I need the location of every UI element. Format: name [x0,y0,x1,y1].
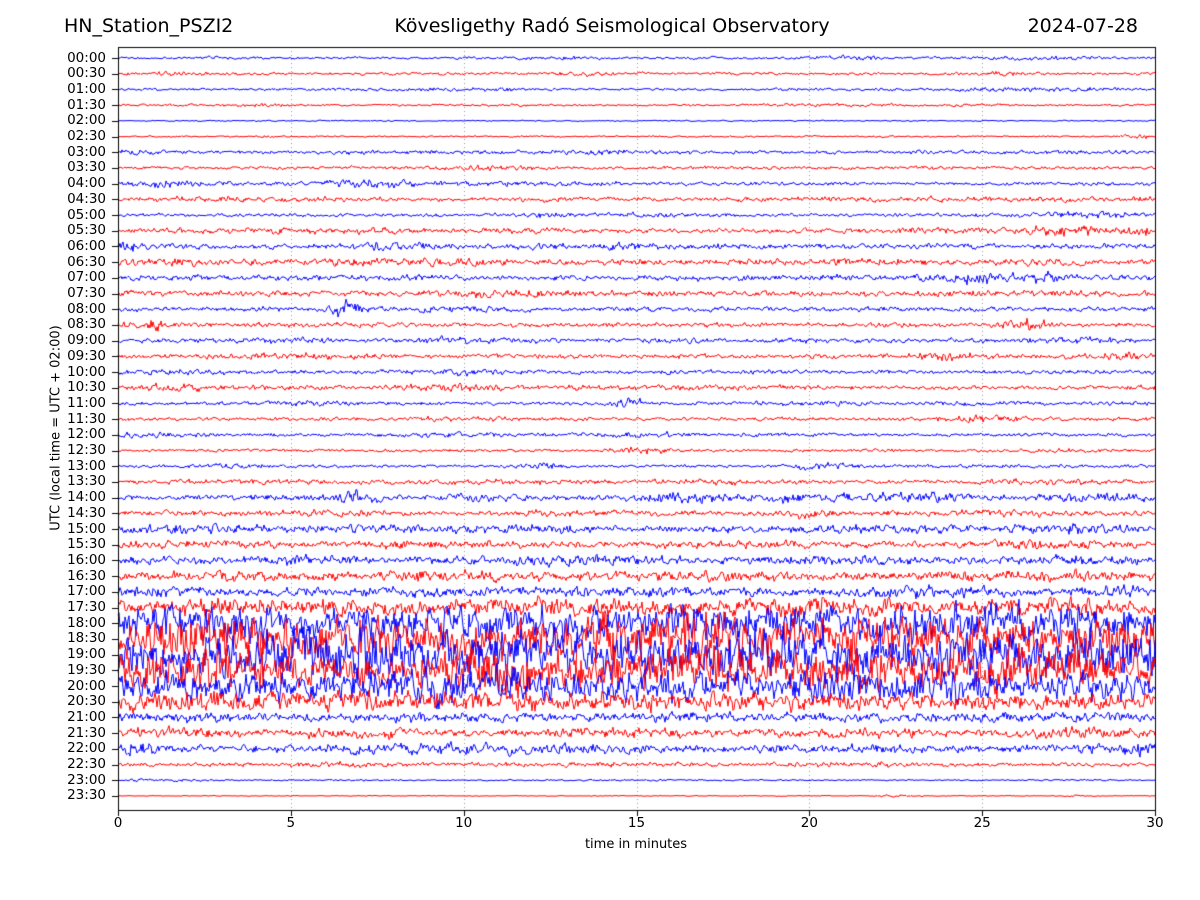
row-time-label: 21:30 [67,724,106,741]
row-time-label: 16:00 [67,551,106,568]
row-time-label: 06:30 [67,253,106,270]
minute-tick-label: 5 [286,815,296,831]
row-time-label: 00:00 [67,49,106,66]
row-time-label: 19:30 [67,661,106,678]
row-time-label: 03:00 [67,143,106,160]
row-time-label: 02:30 [67,128,106,144]
row-time-label: 07:30 [67,285,106,301]
row-time-label: 20:30 [67,693,106,710]
row-time-label: 02:00 [67,112,106,129]
row-time-label: 17:00 [67,583,106,600]
row-time-label: 15:30 [67,536,106,553]
row-time-label: 00:30 [67,65,106,82]
row-time-label: 01:30 [67,96,106,113]
row-time-label: 12:00 [67,426,106,443]
row-time-label: 23:00 [67,771,106,788]
row-time-label: 19:00 [67,646,106,663]
row-time-label: 10:00 [67,363,106,380]
row-time-label: 05:00 [67,206,106,223]
row-time-label: 23:30 [67,787,106,804]
x-axis-label: time in minutes [584,837,688,852]
row-time-label: 18:00 [67,614,106,631]
row-time-label: 09:00 [67,332,106,349]
station-title: HN_Station_PSZI2 [64,15,234,37]
minute-tick-label: 0 [113,815,123,831]
row-time-label: 13:30 [67,473,106,490]
row-time-label: 09:30 [67,347,106,364]
row-time-label: 11:30 [67,410,106,427]
row-time-label: 06:00 [67,237,106,254]
row-time-label: 13:00 [67,457,106,474]
row-time-label: 11:00 [67,394,106,411]
minute-tick-label: 20 [800,815,818,831]
observatory-title: Kövesligethy Radó Seismological Observat… [394,15,830,37]
date-label: 2024-07-28 [1027,15,1138,37]
row-time-label: 07:00 [67,269,106,286]
row-time-label: 03:30 [67,159,106,176]
row-time-label: 12:30 [67,442,106,458]
row-time-label: 04:30 [67,190,106,207]
row-time-label: 08:30 [67,316,106,333]
minute-tick-label: 30 [1146,815,1164,831]
row-time-label: 16:30 [67,567,106,584]
row-time-label: 22:00 [67,740,106,757]
row-time-label: 05:30 [67,222,106,239]
row-time-label: 10:30 [67,379,106,396]
minute-tick-label: 10 [455,815,473,831]
row-time-label: 22:30 [67,756,106,772]
minute-tick-label: 25 [973,815,991,831]
row-time-label: 21:00 [67,708,106,725]
row-time-label: 08:00 [67,300,106,317]
row-time-label: 14:00 [67,489,106,506]
minute-tick-label: 15 [627,815,646,831]
row-time-label: 15:00 [67,520,106,537]
row-time-label: 04:00 [67,175,106,192]
row-time-label: 17:30 [67,599,106,615]
row-time-label: 14:30 [67,504,106,521]
row-time-label: 01:00 [67,80,106,97]
row-time-label: 20:00 [67,677,106,694]
row-time-label: 18:30 [67,630,106,647]
